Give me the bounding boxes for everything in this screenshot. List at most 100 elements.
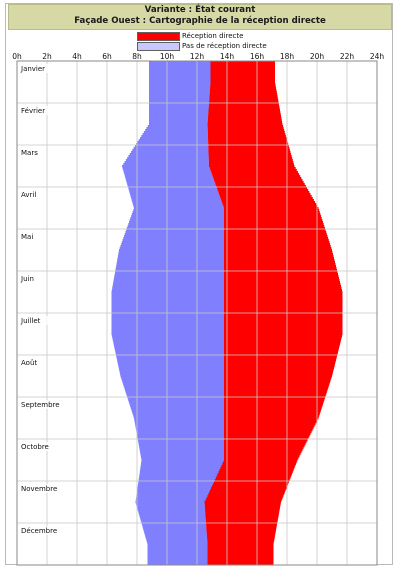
x-tick-label-11: 22h bbox=[340, 52, 355, 61]
reception-band-54 bbox=[210, 169, 297, 172]
no-reception-band-15 bbox=[149, 91, 210, 94]
no-reception-band-186 bbox=[136, 433, 224, 436]
reception-band-55 bbox=[211, 171, 298, 174]
reception-band-80 bbox=[224, 221, 323, 224]
no-reception-band-195 bbox=[140, 451, 224, 454]
reception-band-12 bbox=[210, 85, 276, 88]
no-reception-band-9 bbox=[149, 79, 211, 82]
month-label-5: Juin bbox=[20, 275, 34, 283]
month-label-11: Décembre bbox=[21, 527, 57, 535]
no-reception-band-73 bbox=[134, 207, 224, 210]
no-reception-band-58 bbox=[125, 177, 214, 180]
reception-band-22 bbox=[208, 105, 280, 108]
no-reception-band-159 bbox=[121, 379, 224, 382]
reception-band-220 bbox=[204, 501, 281, 504]
reception-band-67 bbox=[219, 195, 312, 198]
month-label-3: Avril bbox=[21, 191, 36, 199]
no-reception-band-81 bbox=[128, 223, 224, 226]
reception-band-43 bbox=[208, 147, 290, 150]
no-reception-band-131 bbox=[111, 323, 224, 326]
no-reception-band-82 bbox=[127, 225, 224, 228]
reception-band-71 bbox=[222, 203, 317, 206]
no-reception-band-5 bbox=[149, 71, 211, 74]
reception-band-191 bbox=[224, 443, 306, 446]
reception-band-38 bbox=[208, 137, 287, 140]
reception-band-204 bbox=[219, 469, 294, 472]
no-reception-band-85 bbox=[125, 231, 224, 234]
reception-band-27 bbox=[208, 115, 282, 118]
no-reception-band-140 bbox=[113, 341, 224, 344]
reception-band-163 bbox=[224, 387, 329, 390]
reception-band-11 bbox=[210, 83, 276, 86]
reception-band-40 bbox=[208, 141, 288, 144]
no-reception-band-173 bbox=[130, 407, 224, 410]
no-reception-band-187 bbox=[137, 435, 224, 438]
reception-band-182 bbox=[224, 425, 315, 428]
no-reception-band-216 bbox=[136, 493, 209, 496]
reception-band-42 bbox=[208, 145, 289, 148]
no-reception-band-154 bbox=[119, 369, 224, 372]
no-reception-band-145 bbox=[115, 351, 224, 354]
no-reception-band-245 bbox=[147, 551, 208, 554]
no-reception-band-177 bbox=[133, 415, 224, 418]
reception-band-137 bbox=[224, 335, 342, 338]
reception-band-18 bbox=[209, 97, 278, 100]
no-reception-band-198 bbox=[141, 457, 224, 460]
reception-band-125 bbox=[224, 311, 343, 314]
reception-band-150 bbox=[224, 361, 336, 364]
month-label-bg-11 bbox=[19, 526, 57, 535]
reception-band-173 bbox=[224, 407, 322, 410]
no-reception-band-74 bbox=[133, 209, 224, 212]
no-reception-band-101 bbox=[116, 263, 224, 266]
reception-band-131 bbox=[224, 323, 343, 326]
no-reception-band-136 bbox=[111, 333, 224, 336]
x-tick-label-1: 2h bbox=[42, 52, 52, 61]
no-reception-band-3 bbox=[149, 67, 211, 70]
no-reception-band-243 bbox=[147, 547, 208, 550]
no-reception-band-141 bbox=[113, 343, 224, 346]
reception-band-108 bbox=[224, 277, 339, 280]
reception-band-151 bbox=[224, 363, 335, 366]
reception-band-24 bbox=[208, 109, 280, 112]
reception-band-87 bbox=[224, 235, 328, 238]
no-reception-band-48 bbox=[127, 157, 209, 160]
no-reception-band-88 bbox=[123, 237, 224, 240]
no-reception-band-107 bbox=[114, 275, 224, 278]
no-reception-band-236 bbox=[144, 533, 207, 536]
no-reception-band-212 bbox=[137, 485, 212, 488]
legend-swatch-no-reception bbox=[137, 42, 180, 51]
no-reception-band-56 bbox=[124, 173, 212, 176]
reception-band-64 bbox=[217, 189, 309, 192]
no-reception-band-226 bbox=[138, 513, 206, 516]
no-reception-band-181 bbox=[135, 423, 224, 426]
reception-band-198 bbox=[224, 457, 299, 460]
no-reception-band-76 bbox=[131, 213, 224, 216]
reception-band-46 bbox=[208, 153, 292, 156]
no-reception-band-21 bbox=[149, 103, 209, 106]
reception-band-127 bbox=[224, 315, 343, 318]
reception-band-116 bbox=[224, 293, 343, 296]
no-reception-band-247 bbox=[147, 555, 208, 558]
reception-band-60 bbox=[214, 181, 304, 184]
reception-band-114 bbox=[224, 289, 342, 292]
no-reception-band-6 bbox=[149, 73, 211, 76]
reception-band-147 bbox=[224, 355, 337, 358]
no-reception-band-119 bbox=[111, 299, 224, 302]
reception-band-170 bbox=[224, 401, 324, 404]
no-reception-band-2 bbox=[149, 65, 211, 68]
no-reception-band-184 bbox=[136, 429, 224, 432]
reception-band-69 bbox=[221, 199, 314, 202]
reception-band-28 bbox=[207, 117, 282, 120]
no-reception-band-169 bbox=[128, 399, 224, 402]
reception-band-1 bbox=[210, 63, 275, 66]
reception-band-68 bbox=[220, 197, 313, 200]
reception-band-139 bbox=[224, 339, 341, 342]
reception-band-16 bbox=[209, 93, 278, 96]
no-reception-band-66 bbox=[130, 193, 219, 196]
no-reception-band-61 bbox=[127, 183, 216, 186]
reception-band-115 bbox=[224, 291, 343, 294]
month-label-6: Juillet bbox=[20, 317, 41, 325]
no-reception-band-143 bbox=[114, 347, 224, 350]
chart-title: Variante : État courant bbox=[144, 5, 256, 15]
reception-band-92 bbox=[224, 245, 331, 248]
